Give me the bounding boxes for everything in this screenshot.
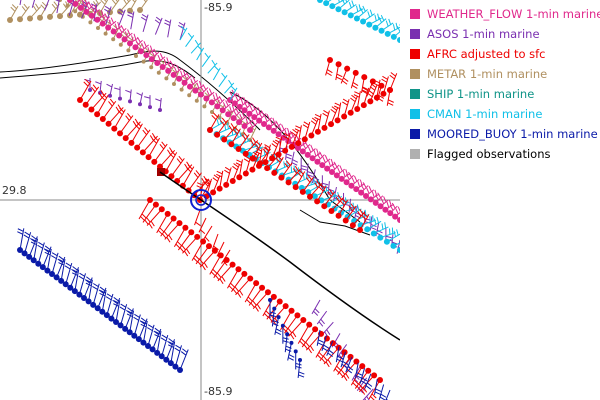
- afrc-observations: [325, 57, 394, 106]
- moored-buoy-observations: [316, 329, 391, 400]
- legend-label-weather-flow: WEATHER_FLOW 1-min marine: [427, 6, 600, 21]
- legend-swatch-ship: [410, 89, 420, 99]
- legend-swatch-cman: [410, 109, 420, 119]
- legend-swatch-moored-buoy: [410, 129, 420, 139]
- afrc-observations: [207, 112, 370, 233]
- legend-label-ship: SHIP 1-min marine: [427, 86, 535, 101]
- weather-flow-observations: [67, 0, 258, 133]
- afrc-observations: [77, 78, 212, 203]
- asos-observations: [84, 78, 162, 112]
- legend-label-metar: METAR 1-min marine: [427, 66, 548, 81]
- legend-swatch-flagged: [410, 149, 420, 159]
- legend-label-asos: ASOS 1-min marine: [427, 26, 540, 41]
- legend-label-flagged: Flagged observations: [427, 146, 551, 161]
- legend-swatch-afrc: [410, 49, 420, 59]
- legend-item-cman[interactable]: CMAN 1-min marine: [404, 104, 600, 124]
- map-panel[interactable]: -85.9 -85.9 29.8: [0, 0, 400, 400]
- cman-observations: [317, 0, 400, 43]
- legend-swatch-weather-flow: [410, 9, 420, 19]
- metar-observations: [7, 0, 148, 23]
- selected-location-marker[interactable]: [190, 189, 212, 211]
- legend-item-ship[interactable]: SHIP 1-min marine: [404, 84, 600, 104]
- legend-label-cman: CMAN 1-min marine: [427, 106, 543, 121]
- legend-label-moored-buoy: MOORED_BUOY 1-min marine: [427, 126, 598, 141]
- legend-item-moored-buoy[interactable]: MOORED_BUOY 1-min marine: [404, 124, 600, 144]
- afrc-observations: [194, 209, 231, 266]
- legend-item-weather-flow[interactable]: WEATHER_FLOW 1-min marine: [404, 4, 600, 24]
- observation-layer: [7, 0, 400, 400]
- legend: WEATHER_FLOW 1-min marine ASOS 1-min mar…: [404, 4, 600, 164]
- map-canvas[interactable]: [0, 0, 400, 400]
- legend-label-afrc: AFRC adjusted to sfc: [427, 46, 546, 61]
- legend-item-flagged[interactable]: Flagged observations: [404, 144, 600, 164]
- legend-item-asos[interactable]: ASOS 1-min marine: [404, 24, 600, 44]
- cman-observations: [179, 25, 238, 101]
- legend-item-afrc[interactable]: AFRC adjusted to sfc: [404, 44, 600, 64]
- latitude-label-left: 29.8: [1, 184, 28, 197]
- asos-observations: [19, 0, 186, 41]
- legend-swatch-asos: [410, 29, 420, 39]
- legend-swatch-metar: [410, 69, 420, 79]
- longitude-label-top: -85.9: [203, 1, 234, 14]
- legend-item-metar[interactable]: METAR 1-min marine: [404, 64, 600, 84]
- longitude-label-bottom: -85.9: [203, 385, 234, 398]
- moored-buoy-observations: [17, 228, 189, 373]
- track-layer: [159, 171, 400, 341]
- moored-buoy-observations: [268, 298, 305, 378]
